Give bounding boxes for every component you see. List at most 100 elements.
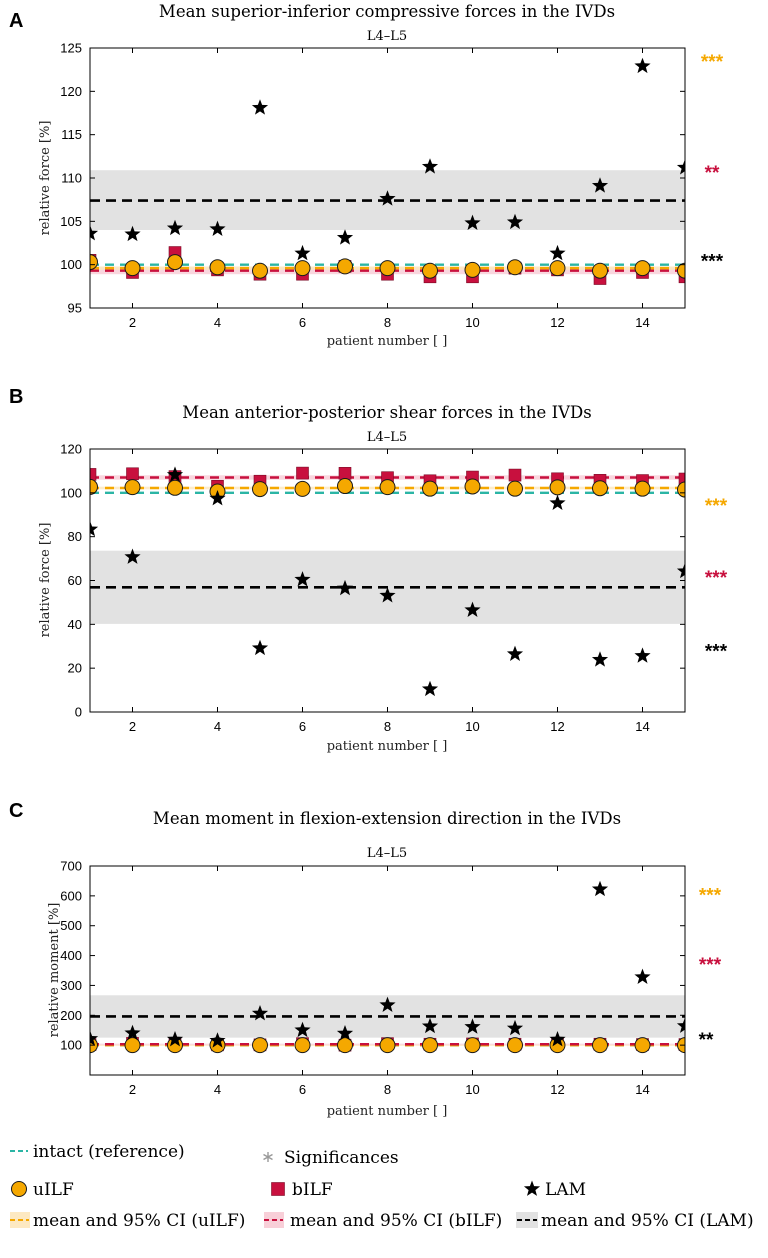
lam-point: [294, 244, 311, 261]
lam-point: [166, 219, 184, 236]
y-tick-label: 115: [61, 127, 82, 142]
chart-panel-a: A Mean superior-inferior compressive forc…: [9, 2, 724, 349]
uilf-point: [677, 262, 685, 279]
bilf-point: [508, 468, 522, 482]
uilf-point: [337, 1037, 353, 1054]
x-axis-label: patient number [ ]: [327, 1104, 448, 1119]
chart-subtitle: L4–L5: [367, 430, 407, 445]
y-tick-label: 200: [60, 1008, 82, 1023]
lam-point: [209, 220, 226, 236]
x-tick-label: 2: [129, 719, 136, 734]
lam-point: [251, 1005, 269, 1021]
lam-point: [591, 651, 609, 667]
uilf-point: [209, 259, 226, 276]
y-tick-label: 20: [68, 661, 82, 676]
legend-significances-label: Significances: [284, 1148, 399, 1168]
uilf-point: [422, 480, 438, 497]
x-tick-label: 2: [129, 315, 136, 330]
x-tick-label: 2: [129, 1082, 136, 1097]
y-tick-label: 120: [60, 442, 82, 457]
significance-lam: ***: [705, 642, 728, 663]
lam-point: [464, 1018, 481, 1034]
x-tick-label: 4: [214, 1082, 221, 1097]
y-tick-label: 40: [68, 617, 82, 632]
significance-bilf: ***: [705, 568, 728, 589]
lam-point: [209, 1032, 226, 1048]
lam-point: [124, 1024, 141, 1041]
y-axis-label: relative force [%]: [38, 523, 53, 638]
lam-point: [676, 1017, 685, 1033]
uilf-point: [252, 481, 268, 498]
y-tick-label: 500: [60, 918, 82, 933]
uilf-point: [507, 480, 523, 497]
uilf-point: [379, 1037, 396, 1054]
uilf-point: [592, 262, 608, 279]
y-tick-label: 60: [68, 573, 82, 588]
lam-point: [336, 229, 354, 245]
legend-bilf-marker: [271, 1182, 285, 1196]
uilf-point: [507, 1037, 523, 1054]
lam-point: [251, 639, 269, 656]
lam-point: [336, 579, 354, 596]
y-tick-label: 120: [60, 84, 82, 99]
uilf-point: [422, 1037, 438, 1054]
chart-title: Mean moment in flexion-extension directi…: [153, 809, 621, 828]
uilf-point: [294, 1037, 311, 1054]
uilf-point: [337, 258, 353, 275]
lam-point: [464, 214, 481, 230]
uilf-point: [252, 1037, 268, 1054]
uilf-point: [592, 480, 608, 497]
lam-point: [506, 645, 524, 661]
uilf-point: [549, 260, 566, 277]
bilf-point: [126, 467, 139, 481]
legend-significance-icon: [263, 1152, 273, 1162]
lam-point: [634, 968, 651, 984]
y-axis-label: relative force [%]: [38, 121, 53, 236]
uilf-point: [379, 479, 396, 496]
y-tick-label: 105: [60, 214, 82, 229]
legend-lam-mean-label: mean and 95% CI (LAM): [541, 1211, 754, 1231]
x-tick-label: 6: [299, 1082, 306, 1097]
bilf-point: [90, 468, 97, 481]
legend-bilf-label: bILF: [292, 1180, 333, 1200]
chart-panel-c: C Mean moment in flexion-extension direct…: [9, 800, 722, 1119]
x-tick-label: 8: [384, 1082, 391, 1097]
legend-uilf-mean-label: mean and 95% CI (uILF): [33, 1211, 245, 1231]
plot-area: [90, 57, 685, 285]
lam-point: [124, 225, 141, 242]
bilf-point: [338, 467, 352, 480]
x-tick-label: 14: [635, 315, 649, 330]
legend-lam-star-shape: [523, 1180, 541, 1196]
uilf-point: [422, 262, 438, 279]
bilf-point: [296, 466, 309, 480]
bilf-point: [678, 472, 685, 486]
y-axis-label: relative moment [%]: [47, 903, 62, 1038]
uilf-point: [634, 1037, 651, 1054]
uilf-point: [90, 254, 98, 271]
lam-point: [549, 1031, 566, 1047]
lam-point: [549, 494, 566, 510]
x-tick-label: 4: [214, 315, 221, 330]
x-tick-label: 8: [384, 719, 391, 734]
uilf-point: [124, 1037, 141, 1054]
significance-uilf: ***: [699, 886, 722, 907]
uilf-point: [124, 260, 141, 277]
lam-point: [634, 57, 651, 74]
lam-point: [294, 571, 311, 587]
y-tick-label: 110: [61, 171, 82, 186]
y-tick-label: 700: [60, 859, 82, 874]
legend-intact-label: intact (reference): [33, 1142, 185, 1162]
chart-subtitle: L4–L5: [367, 846, 407, 861]
panel-letter: A: [9, 10, 23, 32]
uilf-point: [294, 260, 311, 277]
uilf-point: [167, 479, 183, 496]
y-tick-label: 100: [60, 257, 82, 272]
lam-point: [591, 880, 609, 897]
chart-title: Mean anterior-posterior shear forces in …: [182, 403, 591, 422]
legend-uilf-label: uILF: [33, 1180, 74, 1200]
chart-subtitle: L4–L5: [367, 29, 407, 44]
x-tick-label: 12: [550, 719, 564, 734]
y-tick-label: 0: [75, 705, 82, 720]
lam-point: [294, 1021, 311, 1038]
